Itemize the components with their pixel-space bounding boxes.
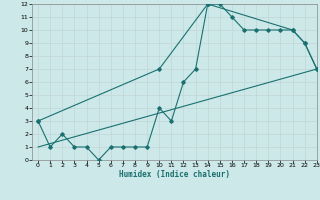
X-axis label: Humidex (Indice chaleur): Humidex (Indice chaleur)	[119, 170, 230, 179]
